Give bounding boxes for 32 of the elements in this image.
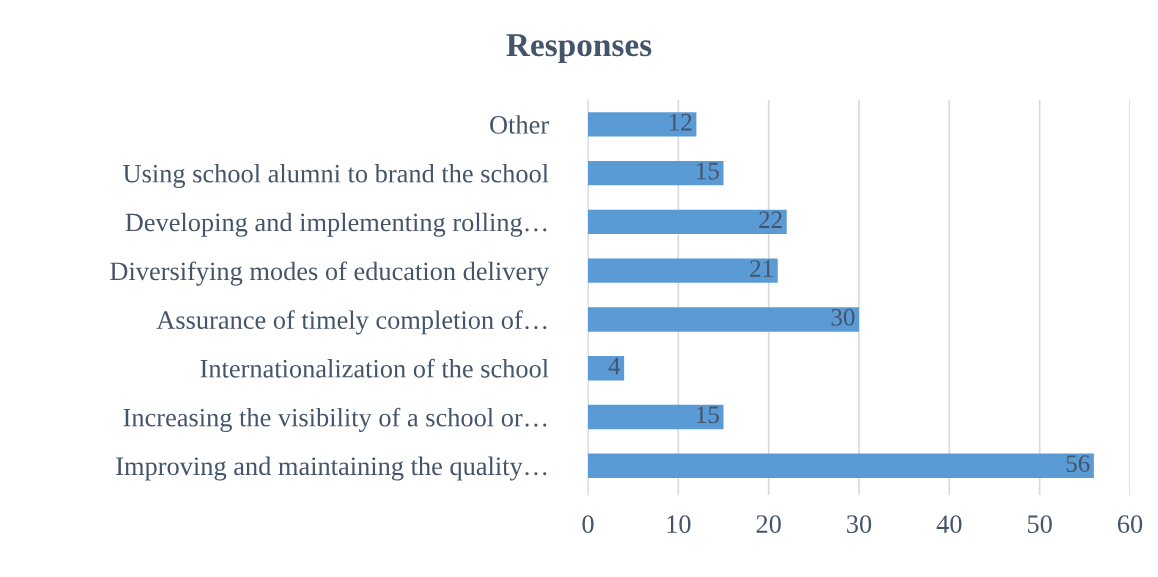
y-tick-label: Increasing the visibility of a school or… bbox=[123, 407, 547, 432]
bar bbox=[588, 160, 724, 186]
bar bbox=[588, 112, 697, 137]
y-tick-label: Other bbox=[490, 115, 549, 134]
bar bbox=[588, 356, 625, 381]
y-tick-label: Developing and implementing rolling… bbox=[125, 212, 547, 237]
data-label: 15 bbox=[697, 162, 719, 180]
bar bbox=[588, 307, 859, 332]
data-label: 4 bbox=[608, 357, 621, 375]
bar bbox=[588, 404, 724, 430]
data-label: 21 bbox=[750, 260, 773, 277]
y-tick-label: Diversifying modes of education delivery bbox=[110, 261, 549, 286]
x-tick-label: 20 bbox=[756, 515, 781, 534]
x-tick-label: 10 bbox=[667, 515, 691, 534]
data-label: 56 bbox=[1066, 455, 1090, 472]
x-tick-label: 0 bbox=[582, 515, 594, 534]
bar bbox=[588, 258, 778, 283]
x-tick-label: 50 bbox=[1028, 515, 1052, 534]
y-tick-label: Assurance of timely completion of… bbox=[156, 310, 547, 335]
data-label: 30 bbox=[831, 308, 855, 326]
x-tick-label: 30 bbox=[847, 515, 872, 534]
y-tick-label: Using school alumni to brand the school bbox=[123, 163, 549, 188]
bar bbox=[588, 453, 1094, 478]
y-tick-label: Improving and maintaining the quality… bbox=[116, 456, 547, 481]
x-tick-label: 40 bbox=[936, 515, 962, 534]
data-label: 12 bbox=[669, 113, 692, 131]
bar bbox=[588, 209, 787, 235]
x-tick-label: 60 bbox=[1117, 515, 1143, 534]
data-label: 22 bbox=[759, 211, 782, 228]
y-tick-label: Internationalization of the school bbox=[200, 358, 549, 378]
chart-title: Responses bbox=[506, 34, 652, 64]
data-label: 15 bbox=[697, 406, 719, 424]
